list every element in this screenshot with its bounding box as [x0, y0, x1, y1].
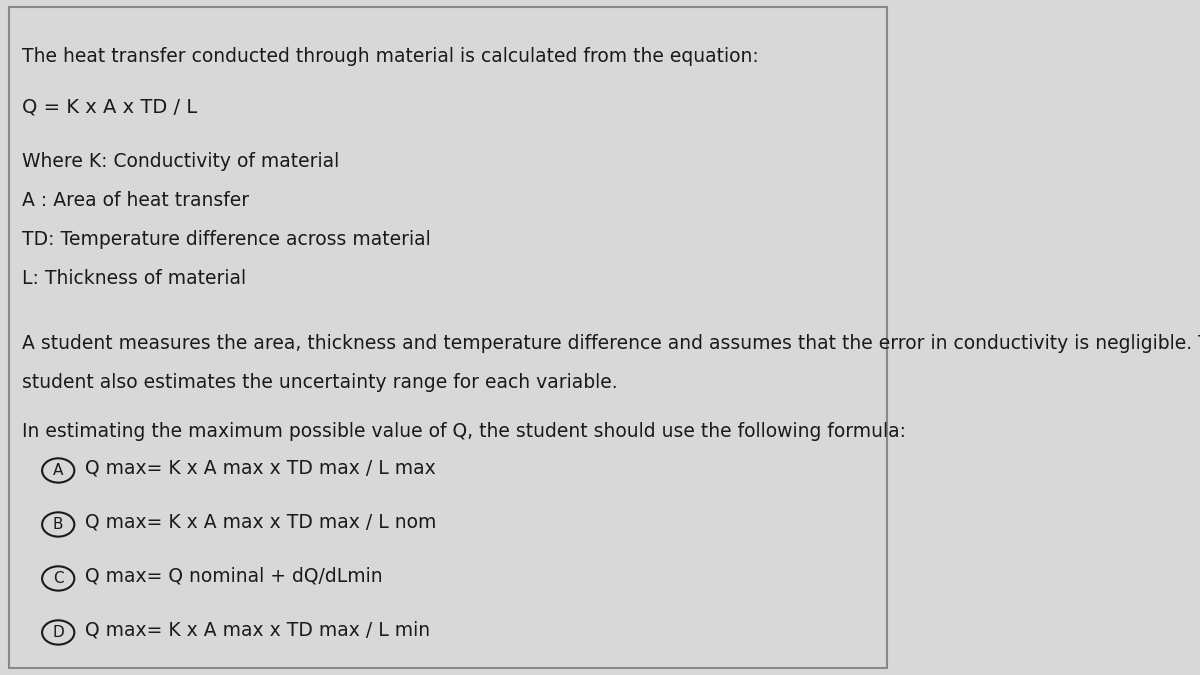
- Text: Q = K x A x TD / L: Q = K x A x TD / L: [23, 98, 198, 117]
- Text: A: A: [53, 463, 64, 478]
- Text: Q max= K x A max x TD max / L nom: Q max= K x A max x TD max / L nom: [85, 512, 437, 531]
- Text: Q max= Q nominal + dQ/dLmin: Q max= Q nominal + dQ/dLmin: [85, 566, 383, 585]
- Text: student also estimates the uncertainty range for each variable.: student also estimates the uncertainty r…: [23, 373, 618, 392]
- Text: D: D: [53, 625, 64, 640]
- Text: L: Thickness of material: L: Thickness of material: [23, 269, 246, 288]
- Text: Where K: Conductivity of material: Where K: Conductivity of material: [23, 152, 340, 171]
- FancyBboxPatch shape: [8, 7, 887, 668]
- Text: Q max= K x A max x TD max / L min: Q max= K x A max x TD max / L min: [85, 620, 431, 639]
- Text: A student measures the area, thickness and temperature difference and assumes th: A student measures the area, thickness a…: [23, 334, 1200, 353]
- Text: A : Area of heat transfer: A : Area of heat transfer: [23, 191, 250, 210]
- Text: Q max= K x A max x TD max / L max: Q max= K x A max x TD max / L max: [85, 458, 436, 477]
- Text: The heat transfer conducted through material is calculated from the equation:: The heat transfer conducted through mate…: [23, 47, 760, 66]
- Text: B: B: [53, 517, 64, 532]
- Text: In estimating the maximum possible value of Q, the student should use the follow: In estimating the maximum possible value…: [23, 422, 906, 441]
- Text: TD: Temperature difference across material: TD: Temperature difference across materi…: [23, 230, 431, 249]
- Text: C: C: [53, 571, 64, 586]
